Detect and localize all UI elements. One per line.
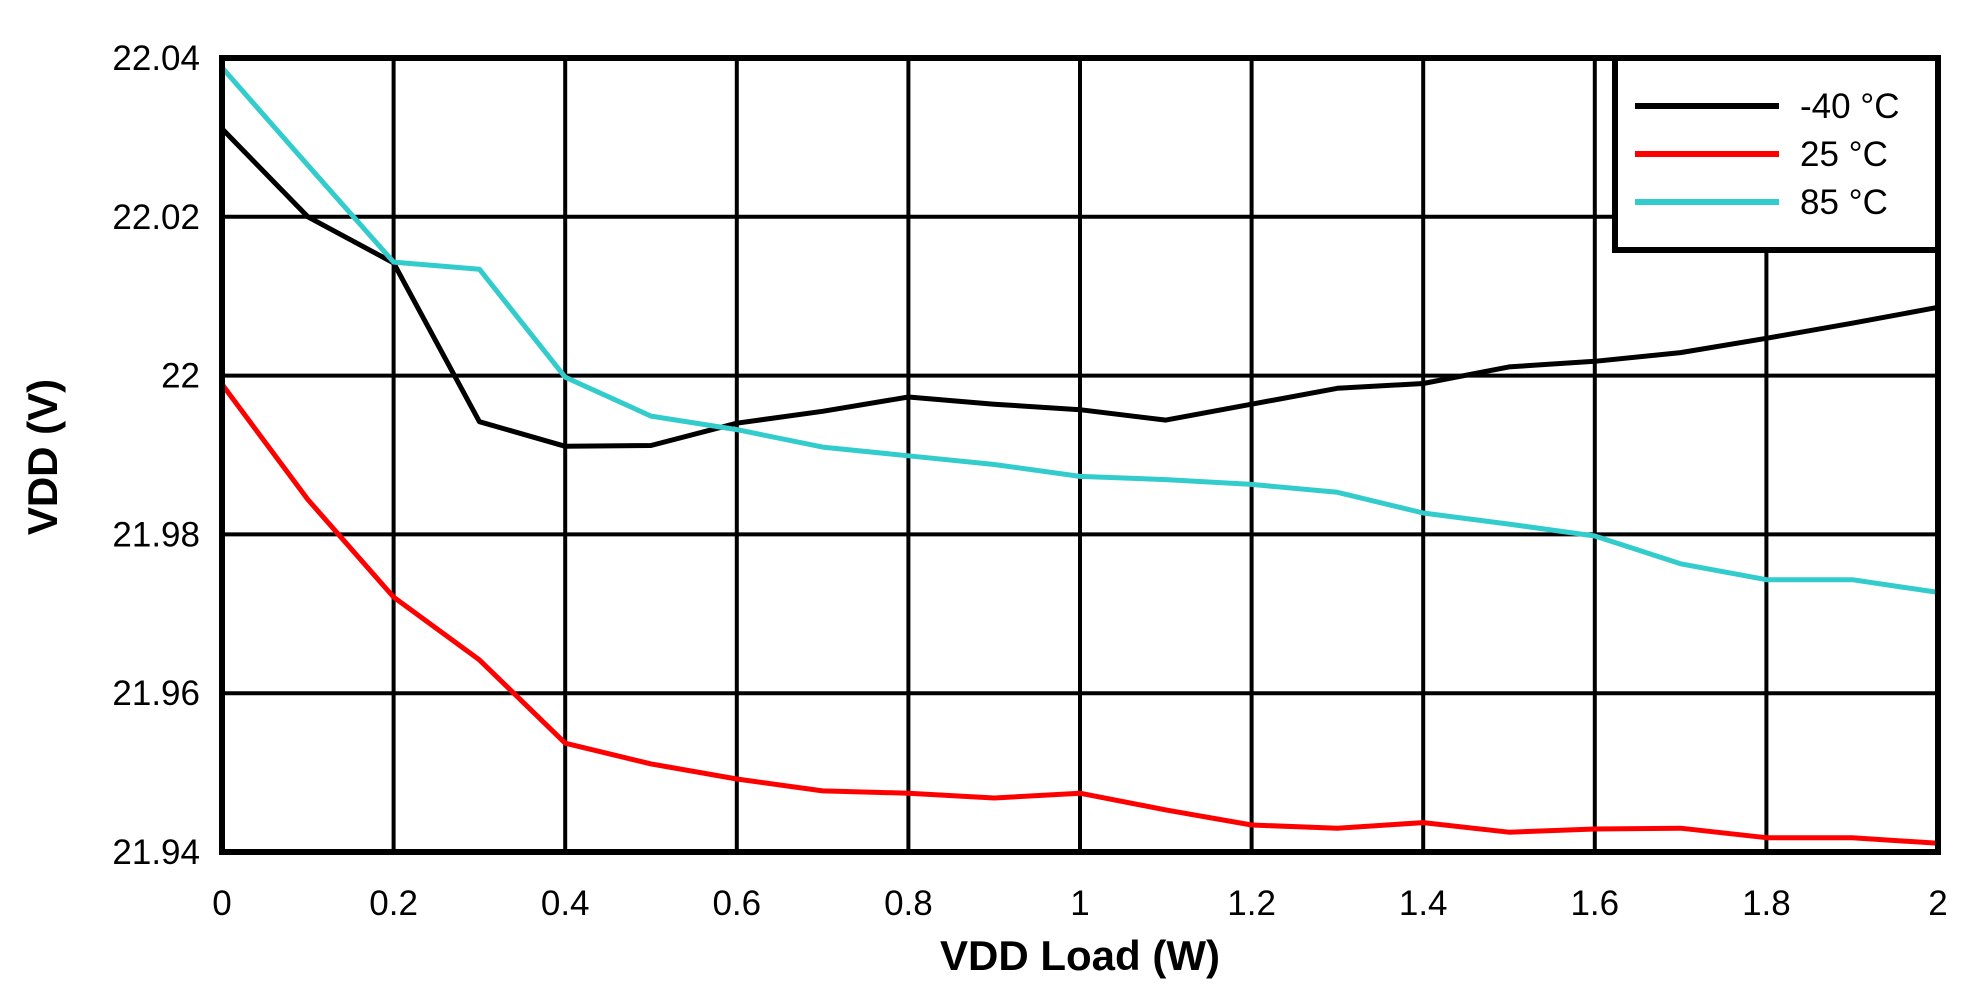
legend-label-85: 85 °C (1800, 183, 1888, 222)
data-series (219, 65, 1939, 846)
legend-label-25: 25 °C (1800, 135, 1888, 174)
legend-item-25: 25 °C (1635, 135, 1888, 174)
series-25-line (219, 382, 1939, 846)
legend-item-minus40: -40 °C (1635, 87, 1900, 126)
y-tick-label: 21.98 (112, 515, 200, 554)
x-tick-label: 1.2 (1227, 884, 1276, 923)
series-85-line (220, 65, 1939, 595)
y-tick-label: 22.02 (112, 198, 200, 237)
y-tick-label: 22 (161, 357, 200, 396)
x-tick-label: 0.6 (712, 884, 761, 923)
x-axis-title: VDD Load (W) (940, 932, 1220, 979)
y-tick-label: 21.94 (112, 833, 200, 872)
x-tick-label: 1 (1070, 884, 1089, 923)
legend: -40 °C 25 °C 85 °C (1612, 55, 1941, 253)
x-tick-label: 0.4 (541, 884, 590, 923)
legend-label-minus40: -40 °C (1800, 87, 1900, 126)
y-tick-label: 21.96 (112, 674, 200, 713)
legend-item-85: 85 °C (1635, 183, 1888, 222)
plot-area-border (219, 55, 1941, 855)
x-tick-label: 0.2 (369, 884, 418, 923)
x-axis-ticks: 0 0.2 0.4 0.6 0.8 1 1.2 1.4 1.6 1.8 2 (212, 884, 1947, 923)
x-tick-label: 1.4 (1399, 884, 1448, 923)
x-tick-label: 0.8 (884, 884, 933, 923)
y-axis-title: VDD (V) (19, 379, 66, 535)
series-minus40-line (220, 126, 1939, 449)
x-tick-label: 1.8 (1742, 884, 1791, 923)
y-tick-label: 22.04 (112, 39, 200, 78)
x-tick-label: 1.6 (1570, 884, 1619, 923)
y-axis-ticks: 21.94 21.96 21.98 22 22.02 22.04 (112, 39, 200, 872)
x-tick-label: 2 (1928, 884, 1947, 923)
x-tick-label: 0 (212, 884, 231, 923)
